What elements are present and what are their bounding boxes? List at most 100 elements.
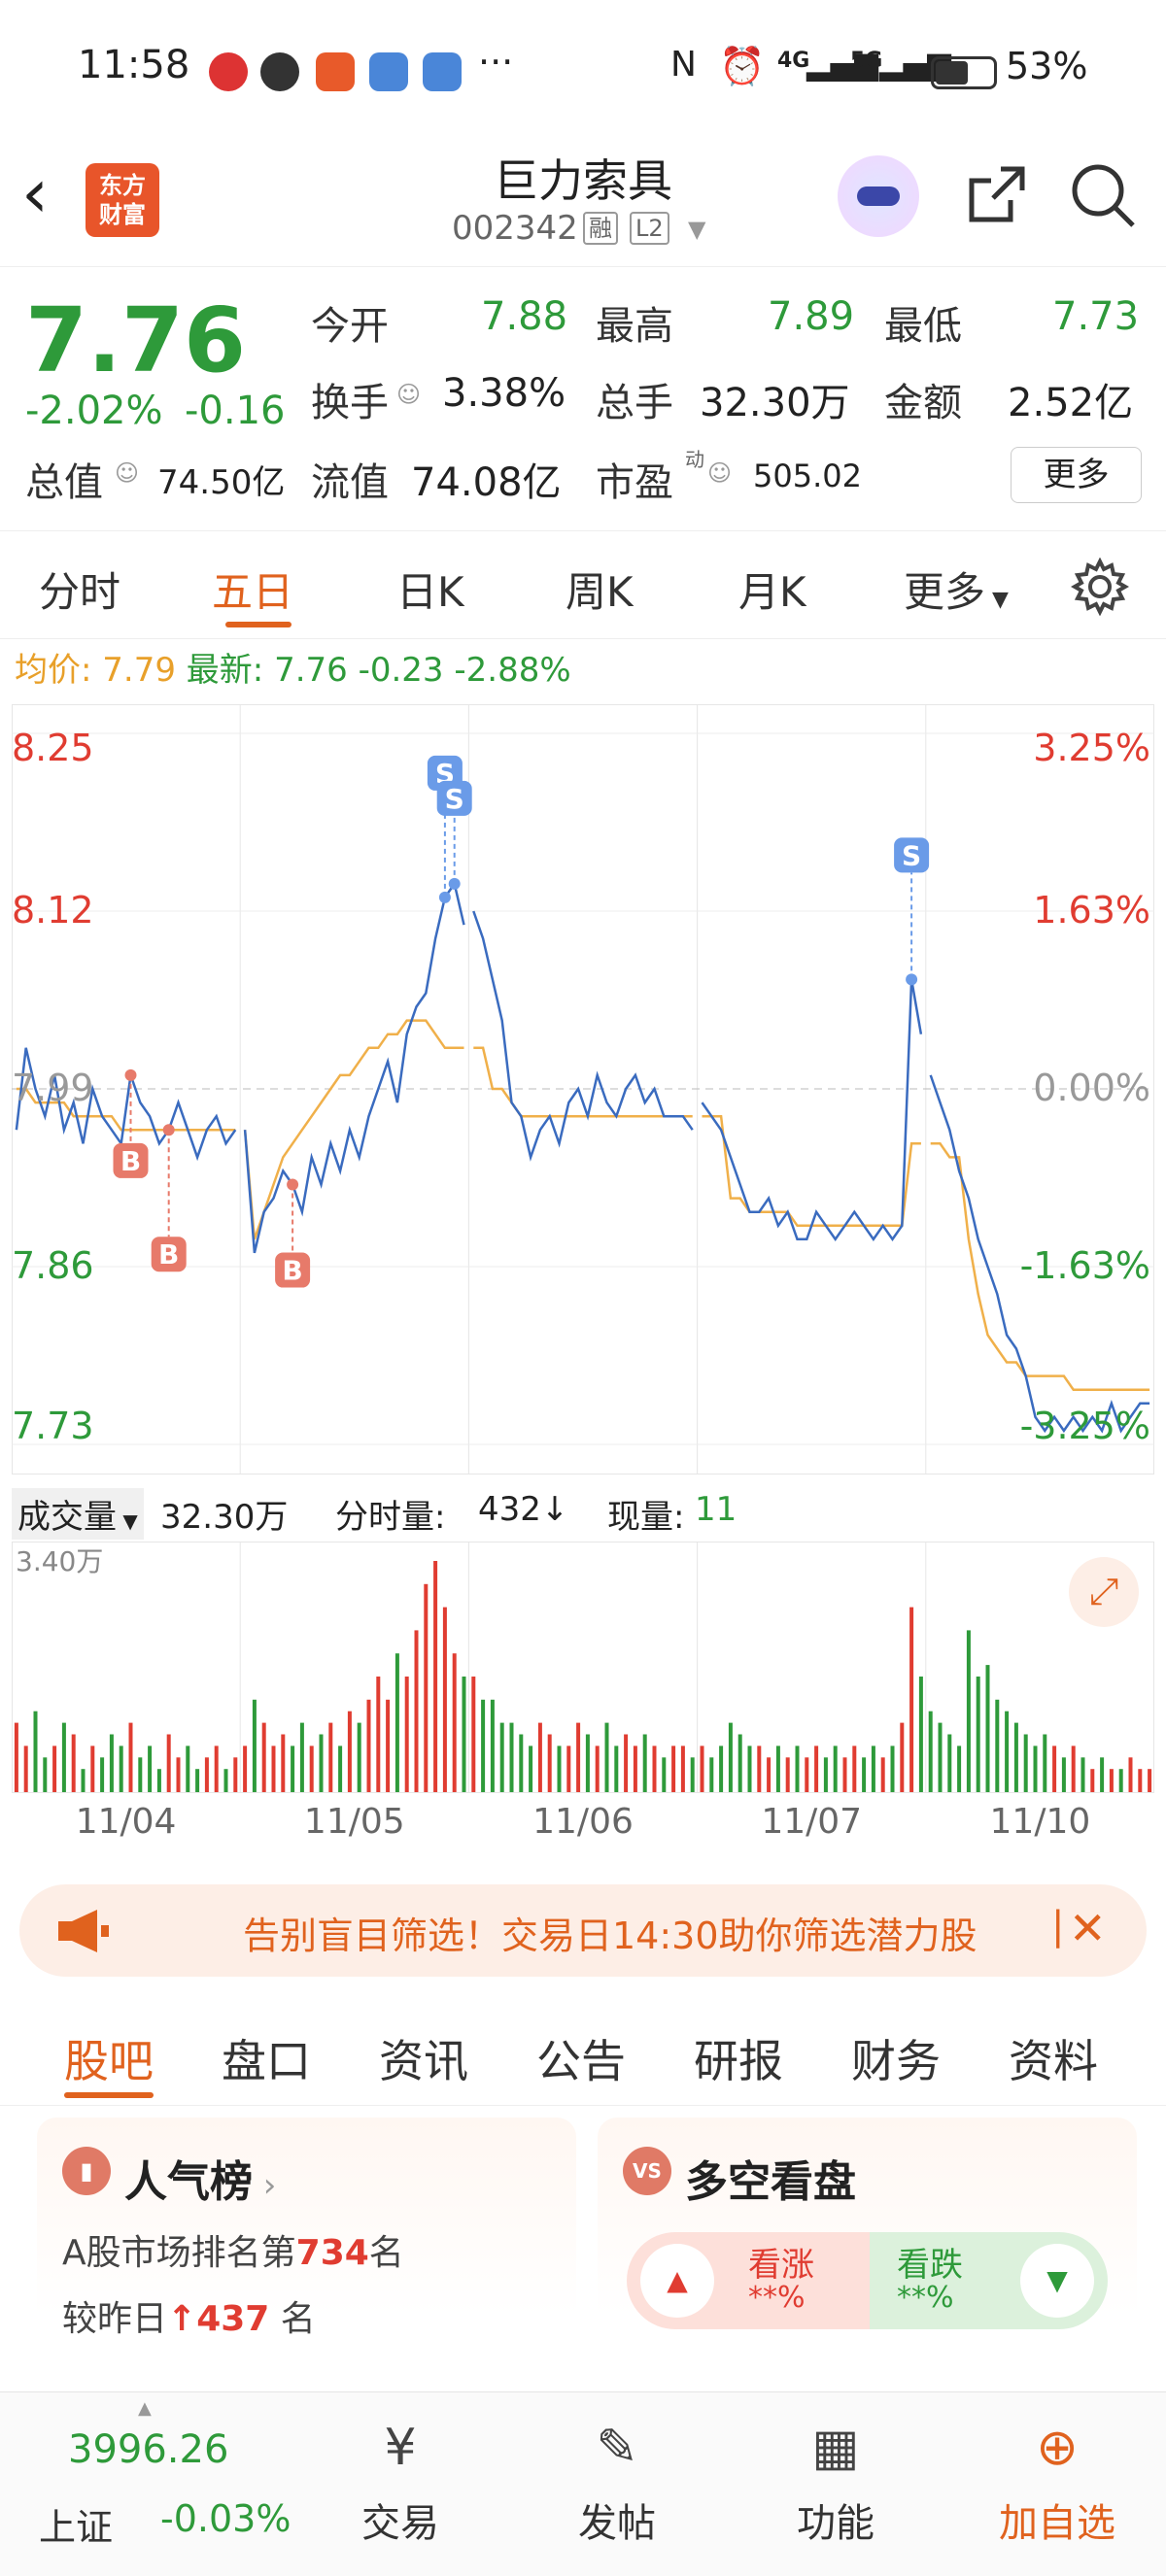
volume-bar bbox=[52, 1746, 57, 1792]
tab-monthly-k[interactable]: 月K bbox=[738, 568, 806, 616]
tab-guba[interactable]: 股吧 bbox=[64, 2035, 154, 2087]
volume-bar bbox=[214, 1746, 219, 1792]
edit-icon: ✎ bbox=[596, 2419, 638, 2477]
level2-tag[interactable]: L2 bbox=[630, 212, 669, 245]
active-tab-indicator-2 bbox=[64, 2092, 154, 2098]
volume-bar bbox=[576, 1722, 581, 1792]
volume-max-label: 3.40万 bbox=[16, 1545, 103, 1577]
price-line-day-4 bbox=[701, 979, 923, 1241]
more-quote-button[interactable]: 更多 bbox=[1011, 447, 1142, 503]
volume-bar bbox=[14, 1722, 18, 1792]
sell-marker-label: S bbox=[445, 783, 464, 815]
volume-bar bbox=[119, 1746, 123, 1792]
volume-bar bbox=[823, 1757, 828, 1792]
volume-bar bbox=[442, 1607, 447, 1792]
bottom-bar: ▲ 3996.26 上证 -0.03% ¥ 交易 ✎ 发帖 ▦ 功能 ⊕ 加自选 bbox=[0, 2391, 1166, 2576]
volume-bar bbox=[1090, 1769, 1095, 1792]
sell-marker bbox=[436, 780, 472, 816]
volume-bar bbox=[785, 1757, 790, 1792]
tab-more[interactable]: 更多 ▼ bbox=[904, 568, 1009, 616]
y-axis-left-label: 8.12 bbox=[12, 889, 94, 932]
volume-bar bbox=[604, 1722, 609, 1792]
volume-bar bbox=[928, 1711, 933, 1792]
volume-bar bbox=[357, 1722, 361, 1792]
promo-banner[interactable]: 告别盲目筛选！交易日14:30助你筛选潜力股 | ✕ bbox=[19, 1884, 1147, 1977]
share-icon[interactable] bbox=[962, 161, 1030, 229]
amount-value: 2.52亿 bbox=[1008, 381, 1134, 425]
tab-news[interactable]: 资讯 bbox=[379, 2035, 468, 2087]
tab-pankou[interactable]: 盘口 bbox=[222, 2035, 311, 2087]
trade-icon: ¥ bbox=[384, 2419, 417, 2477]
tab-profile[interactable]: 资料 bbox=[1009, 2035, 1098, 2087]
volume-bar bbox=[871, 1746, 875, 1792]
x-axis-date-label: 11/10 bbox=[990, 1802, 1091, 1842]
bull-button[interactable]: ▲ 看涨 **% bbox=[627, 2232, 870, 2329]
margin-tag: 融 bbox=[583, 212, 618, 245]
volume-bar bbox=[566, 1746, 571, 1792]
volume-bar bbox=[767, 1757, 772, 1792]
trade-marker-dot bbox=[906, 973, 918, 986]
megaphone-icon bbox=[58, 1910, 109, 1952]
bull-bear-title: 多空看盘 bbox=[685, 2157, 856, 2207]
tab-research[interactable]: 研报 bbox=[694, 2035, 783, 2087]
volume-header: 成交量 ▼ 32.30万 分时量: 432↓ 现量: 11 bbox=[0, 1488, 1166, 1542]
volume-bar bbox=[680, 1746, 685, 1792]
avg-price-line-day-5 bbox=[930, 1142, 1150, 1391]
search-icon[interactable] bbox=[1069, 161, 1137, 229]
bull-bear-card: VS 多空看盘 ▲ 看涨 **% 看跌 **% ▼ bbox=[598, 2118, 1137, 2365]
five-day-chart[interactable]: B B B S S S 8.25 3.25% 8.12 1.63% 7.99 0.00% 7.86 -1.… bbox=[12, 704, 1154, 1846]
tick-volume-value: 432↓ bbox=[478, 1490, 569, 1529]
latest-label: 最新: bbox=[186, 651, 264, 690]
expand-chart-icon[interactable]: ⤢ bbox=[1069, 1557, 1139, 1627]
ai-assistant-avatar[interactable] bbox=[838, 155, 919, 237]
buy-marker-label: B bbox=[282, 1255, 302, 1287]
volume-bar bbox=[347, 1711, 352, 1792]
y-axis-right-label: -3.25% bbox=[1020, 1405, 1150, 1447]
tab-five-day[interactable]: 五日 bbox=[212, 568, 294, 616]
chevron-down-icon[interactable]: ▼ bbox=[688, 216, 706, 243]
y-axis-left-label: 7.99 bbox=[12, 1067, 94, 1109]
index-ticker[interactable]: ▲ 3996.26 上证 -0.03% bbox=[0, 2392, 311, 2576]
volume-bar bbox=[299, 1722, 304, 1792]
volume-bar bbox=[376, 1677, 381, 1792]
volume-bar bbox=[166, 1734, 171, 1792]
period-tabs: 分时 五日 日K 周K 月K 更多 ▼ bbox=[0, 532, 1166, 639]
popularity-card[interactable]: ▮ 人气榜 › A股市场排名第734名 较昨日↑437 名 bbox=[37, 2118, 576, 2365]
change-percent: -2.02% bbox=[25, 389, 163, 433]
bear-button[interactable]: 看跌 **% ▼ bbox=[870, 2232, 1108, 2329]
rank-icon: ▮ bbox=[62, 2147, 111, 2195]
add-watchlist-button[interactable]: ⊕ 加自选 bbox=[960, 2392, 1154, 2576]
info-icon-2[interactable]: ☺ bbox=[115, 459, 140, 487]
float-cap-label: 流值 bbox=[311, 460, 389, 505]
volume-bar bbox=[128, 1722, 133, 1792]
popularity-title: 人气榜 › bbox=[124, 2157, 277, 2207]
price-line-day-1 bbox=[15, 1047, 237, 1162]
back-arrow-icon[interactable]: ‹ bbox=[21, 153, 49, 233]
active-tab-indicator bbox=[225, 622, 292, 627]
high-value: 7.89 bbox=[768, 294, 855, 339]
trade-button[interactable]: ¥ 交易 bbox=[303, 2392, 497, 2576]
tab-announcements[interactable]: 公告 bbox=[536, 2035, 626, 2087]
volume-bar bbox=[662, 1757, 667, 1792]
settings-gear-icon[interactable] bbox=[1071, 558, 1129, 616]
volume-bar bbox=[433, 1561, 438, 1792]
tab-finance[interactable]: 财务 bbox=[851, 2035, 941, 2087]
volume-bar bbox=[138, 1757, 143, 1792]
tab-weekly-k[interactable]: 周K bbox=[566, 568, 634, 616]
tab-intraday[interactable]: 分时 bbox=[39, 568, 121, 616]
functions-button[interactable]: ▦ 功能 bbox=[738, 2392, 933, 2576]
info-icon-3[interactable]: ☺ bbox=[707, 459, 733, 487]
y-axis-left-label: 8.25 bbox=[12, 727, 94, 769]
volume-bar bbox=[452, 1653, 457, 1792]
tab-daily-k[interactable]: 日K bbox=[396, 568, 464, 616]
info-icon[interactable]: ☺ bbox=[396, 381, 422, 408]
volume-indicator-select[interactable]: 成交量 ▼ bbox=[12, 1488, 144, 1540]
buy-marker bbox=[275, 1252, 311, 1288]
post-button[interactable]: ✎ 发帖 bbox=[520, 2392, 714, 2576]
y-axis-right-label: -1.63% bbox=[1020, 1244, 1150, 1287]
status-time: 11:58 bbox=[78, 43, 190, 87]
volume-bar bbox=[519, 1734, 524, 1792]
turnover-value: 3.38% bbox=[442, 371, 566, 416]
close-banner-icon[interactable]: ✕ bbox=[1069, 1902, 1107, 1954]
